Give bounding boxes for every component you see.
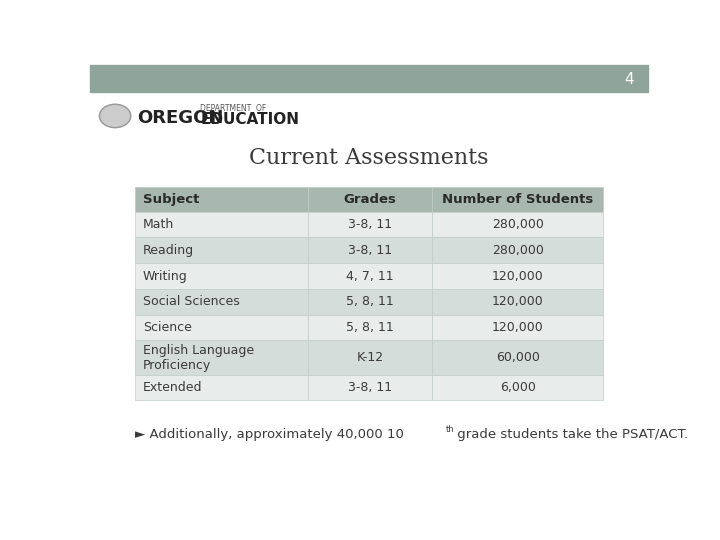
Bar bbox=[308, 238, 432, 263]
Text: 120,000: 120,000 bbox=[492, 321, 544, 334]
Bar bbox=[432, 341, 603, 375]
Text: 4: 4 bbox=[624, 72, 634, 87]
Bar bbox=[135, 341, 308, 375]
Bar bbox=[432, 263, 603, 289]
Bar bbox=[308, 375, 432, 400]
Text: 4, 7, 11: 4, 7, 11 bbox=[346, 269, 394, 282]
Text: EDUCATION: EDUCATION bbox=[200, 112, 300, 127]
Text: 120,000: 120,000 bbox=[492, 269, 544, 282]
Text: Math: Math bbox=[143, 218, 174, 231]
Bar bbox=[308, 263, 432, 289]
Bar bbox=[308, 212, 432, 238]
Text: Social Sciences: Social Sciences bbox=[143, 295, 240, 308]
Bar bbox=[135, 212, 308, 238]
Bar bbox=[432, 238, 603, 263]
Text: 60,000: 60,000 bbox=[496, 351, 540, 364]
Text: 280,000: 280,000 bbox=[492, 244, 544, 256]
Text: English Language
Proficiency: English Language Proficiency bbox=[143, 343, 254, 372]
Text: K-12: K-12 bbox=[356, 351, 384, 364]
Bar bbox=[308, 289, 432, 315]
Bar bbox=[308, 187, 432, 212]
Text: Extended: Extended bbox=[143, 381, 202, 394]
Text: 3-8, 11: 3-8, 11 bbox=[348, 381, 392, 394]
Bar bbox=[432, 212, 603, 238]
Text: 120,000: 120,000 bbox=[492, 295, 544, 308]
Text: DEPARTMENT  OF: DEPARTMENT OF bbox=[200, 104, 266, 112]
Bar bbox=[308, 315, 432, 341]
Bar bbox=[135, 263, 308, 289]
Text: Writing: Writing bbox=[143, 269, 188, 282]
Text: 280,000: 280,000 bbox=[492, 218, 544, 231]
Bar bbox=[432, 375, 603, 400]
Text: th: th bbox=[446, 425, 454, 434]
Text: Number of Students: Number of Students bbox=[442, 193, 593, 206]
Text: Current Assessments: Current Assessments bbox=[249, 147, 489, 170]
Text: Reading: Reading bbox=[143, 244, 194, 256]
Text: grade students take the PSAT/ACT.: grade students take the PSAT/ACT. bbox=[453, 428, 688, 441]
Text: Grades: Grades bbox=[343, 193, 397, 206]
Text: 6,000: 6,000 bbox=[500, 381, 536, 394]
Text: OREGON: OREGON bbox=[138, 109, 224, 127]
Text: 3-8, 11: 3-8, 11 bbox=[348, 218, 392, 231]
Text: 5, 8, 11: 5, 8, 11 bbox=[346, 295, 394, 308]
Text: Science: Science bbox=[143, 321, 192, 334]
Bar bbox=[432, 289, 603, 315]
Text: Subject: Subject bbox=[143, 193, 199, 206]
Circle shape bbox=[99, 104, 131, 127]
Bar bbox=[135, 187, 308, 212]
Bar bbox=[135, 315, 308, 341]
Text: 3-8, 11: 3-8, 11 bbox=[348, 244, 392, 256]
Bar bbox=[90, 65, 648, 92]
Bar bbox=[432, 315, 603, 341]
Bar bbox=[308, 341, 432, 375]
Text: ► Additionally, approximately 40,000 10: ► Additionally, approximately 40,000 10 bbox=[135, 428, 403, 441]
Bar bbox=[135, 289, 308, 315]
Text: 5, 8, 11: 5, 8, 11 bbox=[346, 321, 394, 334]
Bar bbox=[135, 375, 308, 400]
Bar bbox=[135, 238, 308, 263]
Bar bbox=[432, 187, 603, 212]
